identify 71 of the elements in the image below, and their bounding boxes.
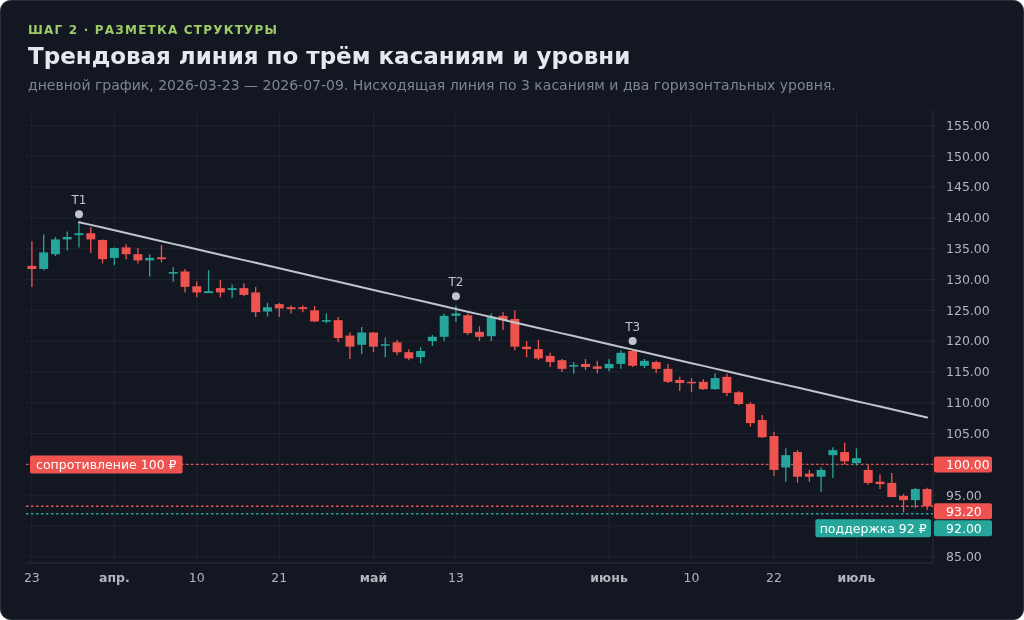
chart-subtitle: дневной график, 2026-03-23 — 2026-07-09. Нисходящая линия по 3 касаниям и два горизонтальных уровня. [28,77,836,93]
y-tick-label: 140.00 [946,210,990,226]
candlestick [345,331,355,360]
y-tick-label: 85.00 [946,549,982,565]
candlestick [616,349,626,370]
y-tick-label: 115.00 [946,364,990,380]
line-series [78,221,929,419]
y-tick-label: 95.00 [946,487,982,503]
candlestick [39,233,49,271]
text: ШАГ 2 · РАЗМЕТКА СТРУКТУРЫ [28,23,279,37]
y-tick-label: 130.00 [946,271,990,287]
data-label: T3 [624,320,641,335]
candlestick [133,247,143,265]
candlestick [745,401,755,428]
x-tick-label: 21 [271,570,288,585]
candlestick [98,238,108,265]
candlestick [86,226,96,254]
candlestick [463,312,473,336]
chart-title: Трендовая линия по трём касаниям и уровни [28,43,631,69]
candlestick [333,316,343,344]
point [451,292,460,301]
candlestick [887,472,897,498]
y-tick-label: 150.00 [946,148,990,164]
candlestick [828,446,838,479]
point [628,337,637,346]
text: 93.20 [946,503,982,519]
candlestick [27,240,37,288]
x-tick-label: май [359,570,388,585]
data-label: T2 [447,275,464,290]
x-tick-label: июль [837,570,876,585]
x-tick-label: 22 [766,570,782,585]
candlestick [816,466,826,493]
x-tick-label: 10 [188,570,205,585]
candlestick [604,358,614,372]
candlestick [533,339,543,361]
candlestick [180,268,190,294]
candlestick [663,363,673,384]
x-tick-label: 13 [447,570,464,585]
candlestick [227,283,237,299]
text: 100.00 [946,456,990,472]
data-label: T1 [70,193,87,208]
x-tick-label: 10 [683,570,700,585]
candlestick [369,331,378,353]
candlestick [251,286,261,318]
candlestick [781,447,791,483]
candlestick [722,373,732,397]
ref-line-label: сопротивление 100 ₽ [36,456,177,472]
candlestick [439,312,449,342]
candlestick [50,236,60,257]
candlestick [910,487,920,509]
candlestick [757,414,767,439]
x-tick-label: 23 [23,570,40,585]
y-tick-label: 120.00 [946,333,990,349]
candlestick [380,336,390,358]
candlestick [357,326,367,355]
candlestick [74,221,84,249]
candlestick [451,304,461,323]
y-tick-label: 135.00 [946,241,990,257]
y-tick-label: 155.00 [946,117,990,133]
x-tick-label: апр. [98,570,130,585]
text: 92.00 [946,520,982,536]
y-tick-label: 125.00 [946,302,990,318]
y-tick-label: 145.00 [946,179,990,195]
x-tick-label: июнь [590,570,628,585]
candlestick [840,442,850,466]
y-tick-label: 110.00 [946,395,990,411]
legend-label: поддержка 92 ₽ [819,520,927,536]
y-tick-label: 105.00 [946,425,990,441]
candlestick [286,304,296,315]
point [75,210,84,219]
candlestick [486,312,496,342]
